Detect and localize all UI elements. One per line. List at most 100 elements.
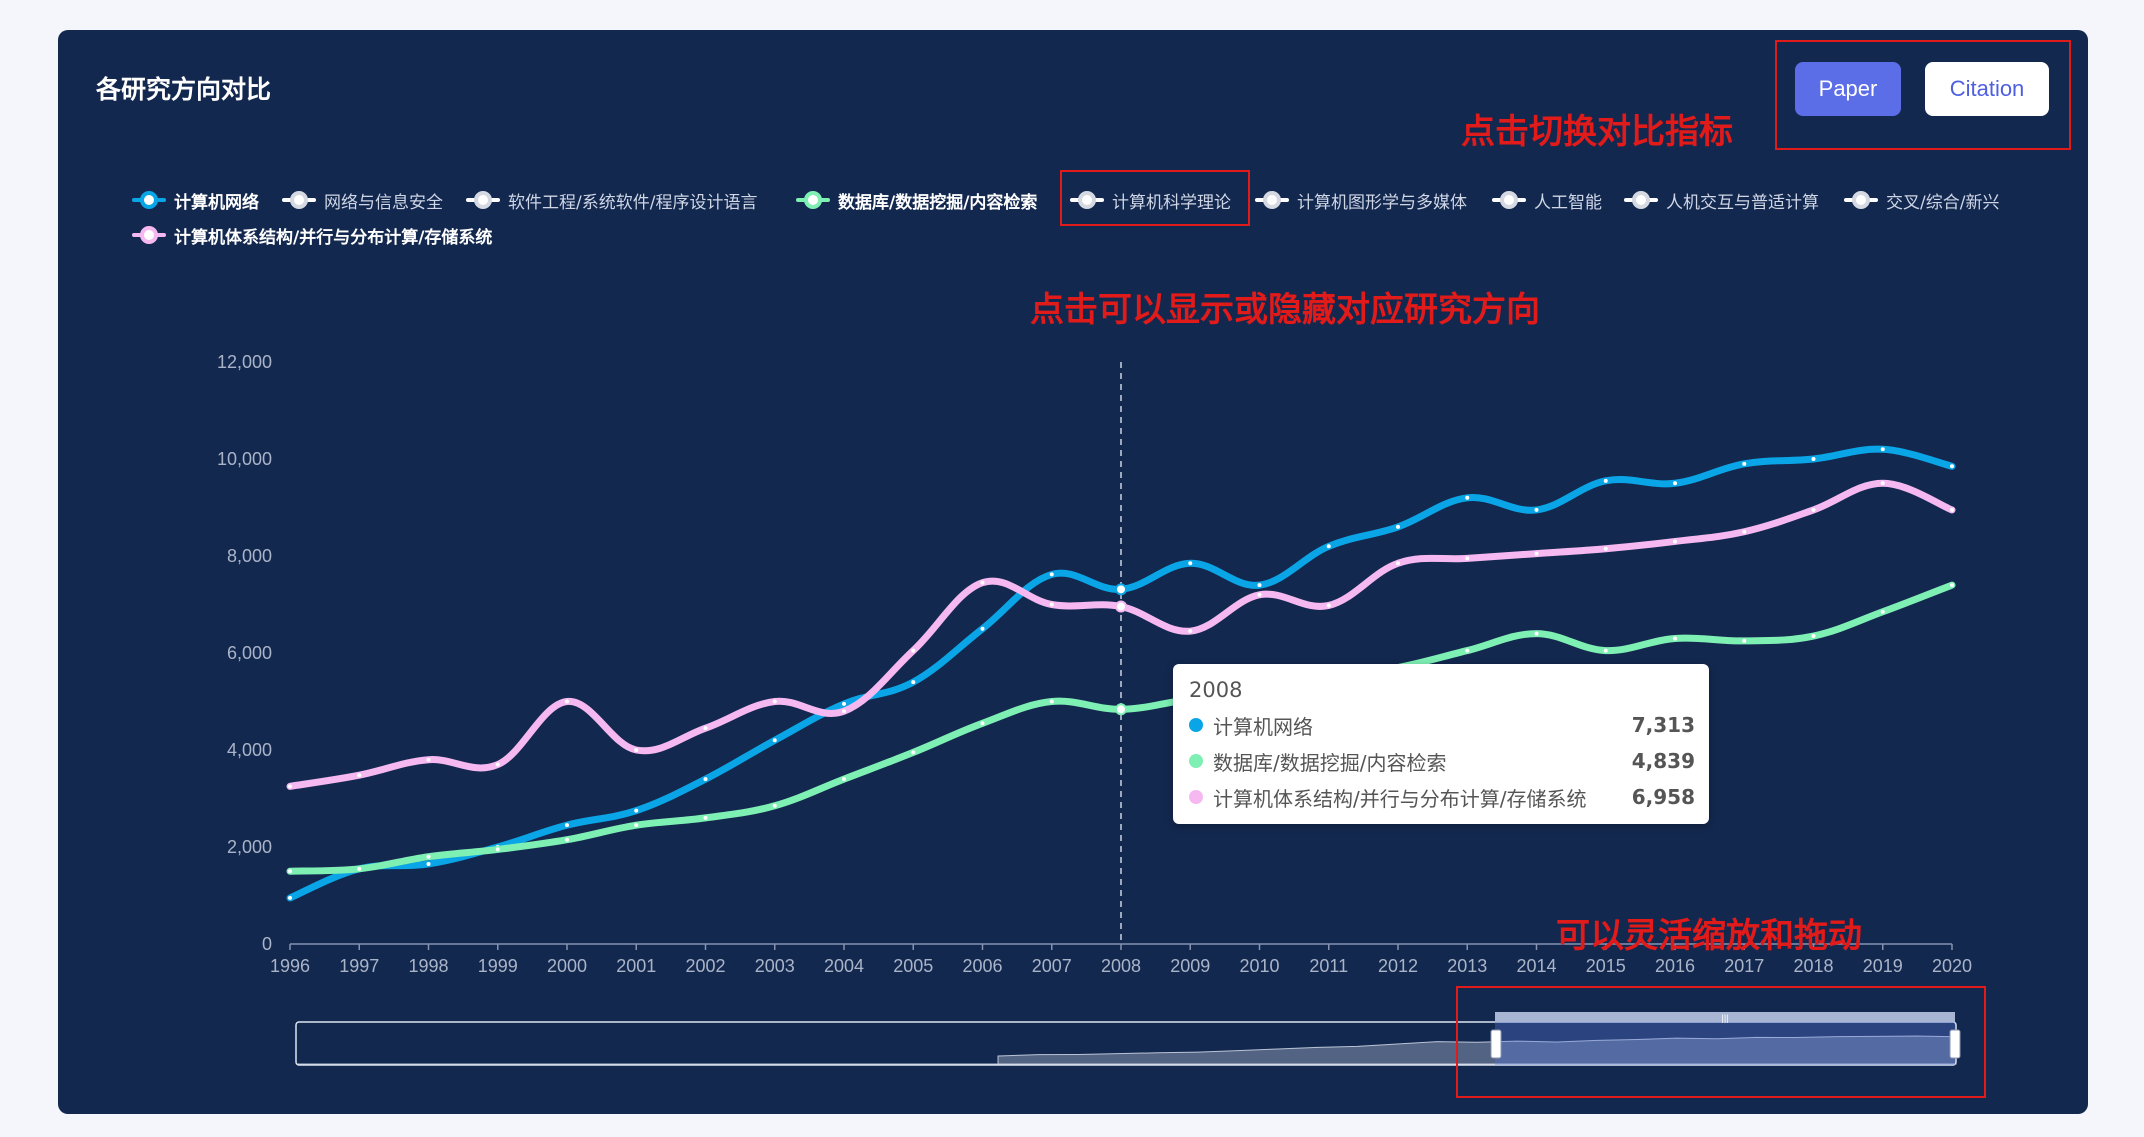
data-point[interactable] <box>772 803 777 808</box>
chart-title: 各研究方向对比 <box>96 75 272 104</box>
data-point[interactable] <box>1534 631 1539 636</box>
data-point[interactable] <box>1534 507 1539 512</box>
zoom-handle-left[interactable] <box>1490 1029 1502 1059</box>
data-point[interactable] <box>634 748 639 752</box>
data-point[interactable] <box>1673 481 1677 486</box>
data-point[interactable] <box>565 823 569 828</box>
x-tick-label: 1999 <box>478 956 518 976</box>
data-point[interactable] <box>426 757 431 762</box>
data-point[interactable] <box>357 866 362 871</box>
data-point[interactable] <box>1603 546 1608 551</box>
data-point[interactable] <box>1742 529 1747 534</box>
data-point[interactable] <box>842 701 846 706</box>
x-tick-label: 2005 <box>893 956 933 976</box>
data-point[interactable] <box>288 869 292 874</box>
data-point[interactable] <box>1603 478 1608 483</box>
data-point[interactable] <box>911 680 916 685</box>
data-point[interactable] <box>1188 561 1193 566</box>
data-point[interactable] <box>1326 544 1331 549</box>
zoom-handle-right[interactable] <box>1949 1029 1961 1059</box>
tooltip-value: 7,313 <box>1631 713 1695 737</box>
data-point[interactable] <box>1811 457 1816 461</box>
data-point[interactable] <box>1257 583 1262 588</box>
x-tick-label: 2020 <box>1932 956 1972 976</box>
data-point[interactable] <box>1049 699 1054 704</box>
data-point[interactable] <box>1465 556 1470 561</box>
data-point[interactable] <box>703 726 708 731</box>
data-zoom[interactable]: ||| <box>295 1012 1961 1066</box>
data-point[interactable] <box>703 815 708 820</box>
data-point[interactable] <box>1603 648 1608 653</box>
data-point[interactable] <box>634 823 639 828</box>
legend-item-cs-theory[interactable]: 计算机科学理论 <box>1070 185 1231 215</box>
data-point[interactable] <box>1673 636 1677 641</box>
data-point[interactable] <box>911 648 916 653</box>
data-point[interactable] <box>1115 583 1127 596</box>
legend-item-ai[interactable]: 人工智能 <box>1492 185 1602 215</box>
data-point[interactable] <box>1326 603 1331 608</box>
data-point[interactable] <box>980 721 985 726</box>
legend-label: 人机交互与普适计算 <box>1666 192 1819 213</box>
tooltip-name: 数据库/数据挖掘/内容检索 <box>1213 750 1447 775</box>
series-group <box>286 445 1956 902</box>
legend-item-computer-network[interactable]: 计算机网络 <box>132 185 259 215</box>
data-point[interactable] <box>1465 495 1470 500</box>
data-point[interactable] <box>1742 461 1747 466</box>
data-point[interactable] <box>703 777 708 782</box>
data-point[interactable] <box>1742 638 1747 643</box>
legend-item-network-security[interactable]: 网络与信息安全 <box>282 185 443 215</box>
data-point[interactable] <box>357 773 362 778</box>
data-point[interactable] <box>1188 629 1193 634</box>
data-point[interactable] <box>1534 551 1539 556</box>
data-point[interactable] <box>565 699 569 704</box>
data-point[interactable] <box>1950 507 1954 512</box>
citation-button[interactable]: Citation <box>1925 62 2049 116</box>
legend-item-graphics[interactable]: 计算机图形学与多媒体 <box>1255 185 1467 215</box>
zoom-selected-window[interactable] <box>1495 1022 1955 1065</box>
data-point[interactable] <box>1115 703 1127 716</box>
annotation-zoom: 可以灵活缩放和拖动 <box>1556 916 1862 956</box>
data-point[interactable] <box>980 580 985 585</box>
data-point[interactable] <box>565 837 569 842</box>
legend-item-architecture[interactable]: 计算机体系结构/并行与分布计算/存储系统 <box>132 220 492 250</box>
legend-item-software-engineering[interactable]: 软件工程/系统软件/程序设计语言 <box>466 185 757 215</box>
data-point[interactable] <box>1950 464 1954 469</box>
data-point[interactable] <box>1396 561 1400 566</box>
data-point[interactable] <box>426 861 431 866</box>
legend-item-hci[interactable]: 人机交互与普适计算 <box>1624 185 1819 215</box>
legend-marker <box>282 185 316 215</box>
data-point[interactable] <box>288 784 292 789</box>
data-point[interactable] <box>980 626 985 631</box>
data-point[interactable] <box>288 895 292 900</box>
data-point[interactable] <box>1673 539 1677 544</box>
legend-item-interdisciplinary[interactable]: 交叉/综合/新兴 <box>1844 185 1999 215</box>
data-point[interactable] <box>1049 572 1054 577</box>
data-point[interactable] <box>1880 609 1885 614</box>
x-tick-label: 2017 <box>1724 956 1764 976</box>
data-point[interactable] <box>842 777 846 782</box>
paper-button[interactable]: Paper <box>1795 62 1901 116</box>
data-point[interactable] <box>495 762 500 767</box>
data-point[interactable] <box>842 709 846 714</box>
legend-marker <box>1624 185 1658 215</box>
data-point[interactable] <box>911 750 916 755</box>
data-point[interactable] <box>1257 592 1262 597</box>
data-point[interactable] <box>1396 524 1400 529</box>
data-point[interactable] <box>426 854 431 859</box>
zoom-move-bar[interactable] <box>1495 1012 1955 1022</box>
data-point[interactable] <box>1880 481 1885 486</box>
legend-item-database[interactable]: 数据库/数据挖掘/内容检索 <box>796 185 1037 215</box>
data-point[interactable] <box>772 738 777 743</box>
data-point[interactable] <box>1465 648 1470 653</box>
data-point[interactable] <box>1115 600 1127 613</box>
data-point[interactable] <box>495 847 500 852</box>
data-point[interactable] <box>1950 583 1954 588</box>
data-point[interactable] <box>772 699 777 704</box>
data-point[interactable] <box>1811 634 1816 639</box>
data-point[interactable] <box>1049 602 1054 607</box>
data-point[interactable] <box>634 808 639 813</box>
data-point[interactable] <box>1811 507 1816 512</box>
data-point[interactable] <box>1880 447 1885 452</box>
tooltip-value: 4,839 <box>1631 749 1695 773</box>
